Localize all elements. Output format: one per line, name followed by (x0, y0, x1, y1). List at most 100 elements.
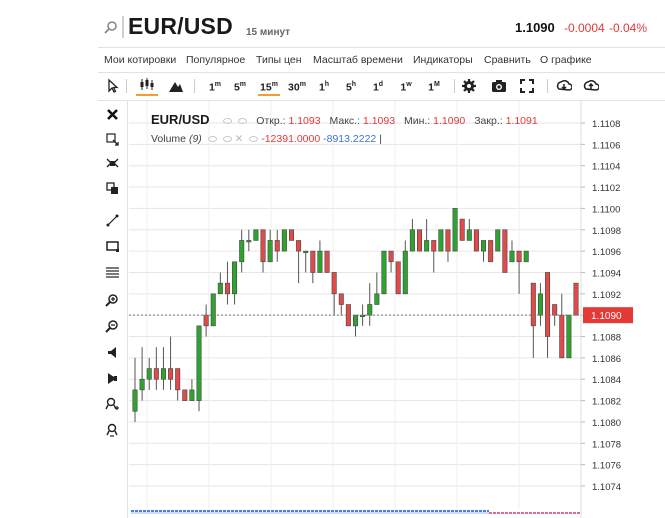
candle-up (523, 250, 529, 263)
settings-mini-icon[interactable] (238, 118, 248, 125)
y-tick-label: 1.1102 (592, 183, 620, 194)
candle-up (374, 293, 380, 305)
menu-my-quotes[interactable]: Мои котировки (104, 54, 177, 66)
toolbar-divider (126, 79, 127, 93)
candle-up (367, 304, 373, 316)
rectangle-icon[interactable] (105, 239, 120, 254)
y-tick-label: 1.1078 (592, 439, 621, 450)
candle-down (338, 293, 344, 305)
header-divider (122, 16, 124, 38)
candle-up (402, 250, 408, 295)
interval-5m[interactable]: 5m (233, 81, 247, 94)
last-price-tag (583, 307, 633, 324)
candles-icon (140, 78, 154, 90)
candles-button[interactable] (136, 78, 158, 96)
candle-down (431, 240, 437, 252)
y-tick-label: 1.1086 (592, 354, 621, 365)
pattern-icon[interactable] (105, 156, 120, 171)
toolbar-divider (194, 79, 195, 93)
fibonacci-icon[interactable] (105, 265, 120, 280)
symbol-title[interactable]: EUR/USD (128, 13, 233, 39)
interval-1h[interactable]: 1h (318, 81, 330, 94)
copy-icon[interactable] (105, 181, 120, 196)
zoom-out-icon[interactable] (105, 319, 120, 334)
candle-up (160, 368, 166, 380)
gear-icon[interactable] (461, 78, 477, 94)
header: EUR/USD 15 минут 1.1090 -0.0004 -0.04% (0, 0, 665, 46)
volume-legend: Volume (9) ✕ -12391.0000 -8913.2222 | (151, 133, 382, 145)
close-label: Закр.: (474, 115, 503, 127)
candle-down (445, 229, 451, 252)
settings-mini-icon[interactable] (222, 136, 232, 143)
price-chart[interactable]: 1.1108 1.1106 1.1104 1.1102 1.1100 1.1098 1.10… (129, 101, 665, 518)
mountain-icon[interactable] (168, 78, 184, 94)
candle-up (146, 368, 152, 380)
menu-popular[interactable]: Популярное (186, 54, 246, 66)
magnet-minus-icon[interactable] (105, 423, 120, 438)
candle-up (381, 250, 387, 295)
download-icon[interactable] (556, 78, 572, 94)
cursor-icon[interactable] (104, 78, 120, 94)
candle-up (303, 250, 309, 253)
eye-icon[interactable] (207, 136, 217, 143)
candle-up (139, 378, 145, 391)
candle-down (530, 282, 536, 327)
interval-5h[interactable]: 5h (345, 81, 357, 94)
candle-up (267, 240, 273, 263)
menu-indicators[interactable]: Индикаторы (413, 54, 473, 66)
candle-up (232, 261, 238, 295)
candle-up (352, 314, 359, 327)
candle-up (438, 229, 444, 252)
fullscreen-icon[interactable] (519, 78, 535, 94)
y-tick-label: 1.1094 (592, 268, 621, 279)
open-label: Откр.: (256, 115, 286, 127)
legend-cursor: | (379, 133, 382, 145)
search-icon[interactable] (104, 20, 118, 34)
interval-1m[interactable]: 1m (208, 81, 222, 94)
candle-down (502, 229, 508, 273)
toolbar-divider (454, 79, 455, 93)
low-label: Мин.: (403, 115, 431, 127)
magnet-plus-icon[interactable] (105, 397, 120, 412)
volume-label: Volume (151, 133, 187, 145)
sound-left-icon[interactable] (105, 345, 120, 360)
menu-time-scale[interactable]: Масштаб времени (313, 54, 403, 66)
candle-down (473, 229, 479, 252)
y-tick-label: 1.1100 (592, 204, 620, 215)
last-price: 1.1090 (515, 20, 555, 35)
interval-1M[interactable]: 1M (428, 81, 440, 94)
close-icon[interactable] (105, 107, 120, 122)
candle-up (409, 229, 415, 252)
eye-icon[interactable] (223, 118, 233, 125)
menu-about-chart[interactable]: О графике (540, 54, 592, 66)
price-change: -0.0004 (564, 21, 605, 35)
high-label: Макс.: (329, 115, 361, 127)
interval-30m[interactable]: 30m (288, 81, 306, 94)
zoom-in-icon[interactable] (105, 293, 120, 308)
interval-1w[interactable]: 1w (400, 81, 412, 94)
candle-up (196, 325, 202, 401)
y-tick-label: 1.1088 (592, 333, 621, 344)
sound-right-icon[interactable] (105, 371, 120, 386)
y-tick-label: 1.1106 (592, 140, 620, 151)
candle-down (274, 240, 280, 252)
timeframe-label: 15 минут (246, 27, 291, 38)
interval-15m[interactable]: 15m (258, 78, 280, 96)
y-tick-label: 1.1104 (592, 162, 620, 173)
chart-menu: Мои котировки Популярное Типы цен Масшта… (98, 47, 665, 73)
interval-1d[interactable]: 1d (372, 81, 384, 94)
candle-up (481, 240, 487, 252)
trendline-icon[interactable] (105, 213, 120, 228)
crosshair-icon[interactable] (105, 132, 120, 147)
menu-price-types[interactable]: Типы цен (256, 54, 302, 66)
y-tick-label: 1.1084 (592, 375, 621, 386)
candle-down (296, 240, 302, 252)
close-small-icon[interactable]: ✕ (234, 133, 244, 145)
y-tick-label: 1.1092 (592, 290, 621, 301)
chart-canvas[interactable]: 1.1108 1.1106 1.1104 1.1102 1.1100 1.1098 1.10… (129, 101, 665, 518)
candle-up (217, 282, 223, 295)
camera-icon[interactable] (491, 78, 507, 94)
upload-icon[interactable] (583, 78, 599, 94)
edit-icon[interactable] (249, 136, 259, 143)
menu-compare[interactable]: Сравнить (484, 54, 531, 66)
